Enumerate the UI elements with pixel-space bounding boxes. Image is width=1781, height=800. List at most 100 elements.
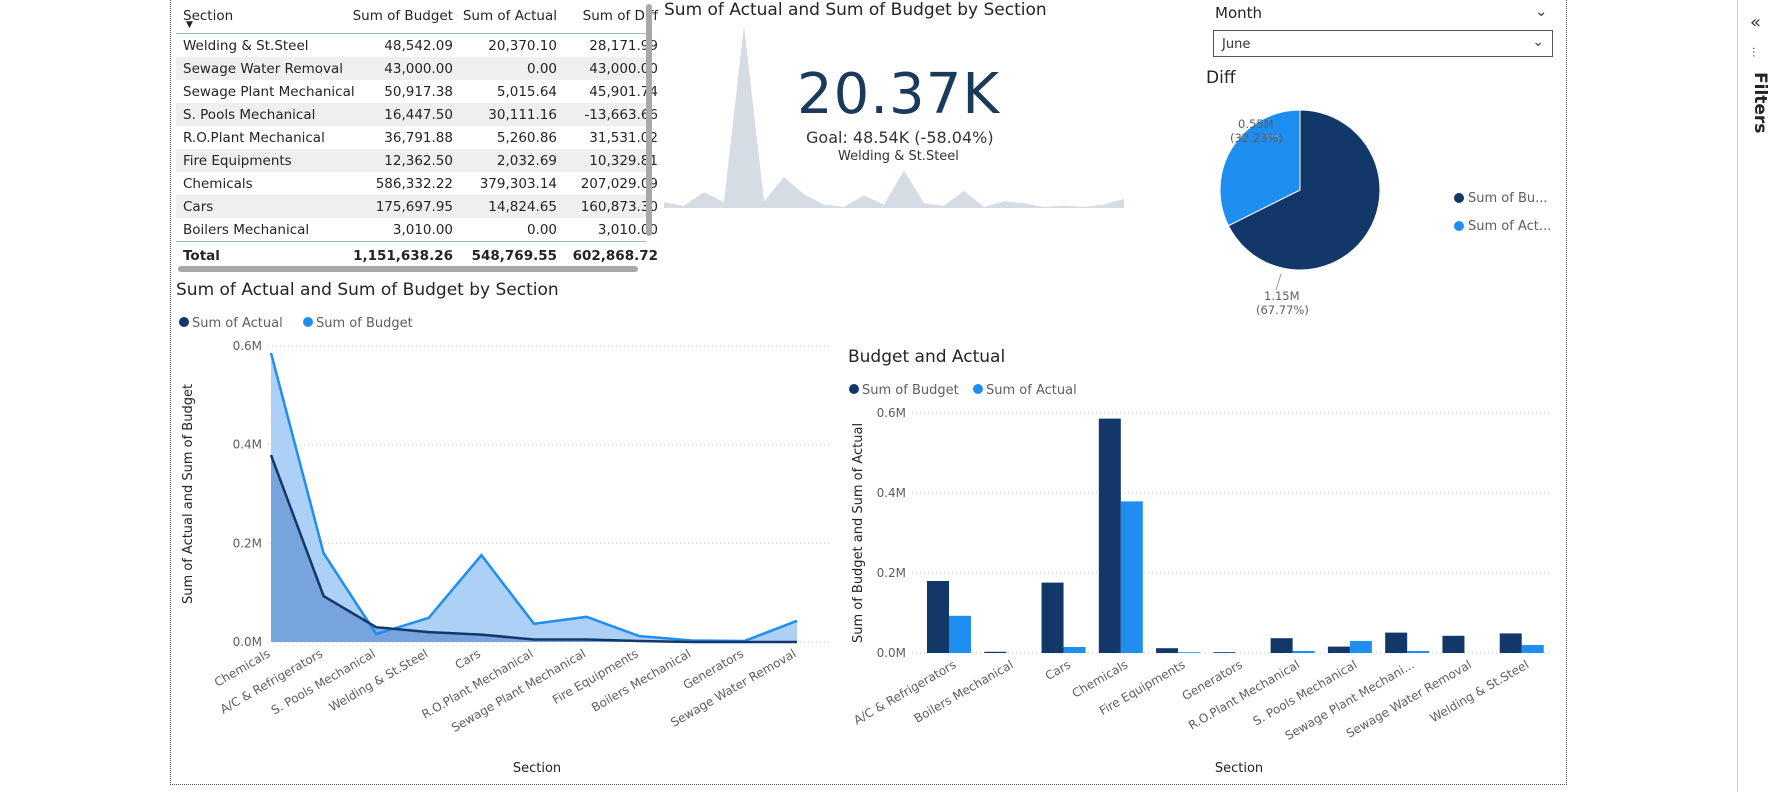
bar-chart[interactable]: Sum of Budget Sum of Actual 0.0M 0.2M 0.4M 0.… — [840, 370, 1560, 790]
budget-line — [269, 352, 798, 643]
kpi-subtitle: Welding & St.Steel — [838, 149, 959, 164]
month-slicer-title: Month — [1215, 4, 1263, 22]
bar — [1521, 645, 1544, 653]
bar-chart-title: Budget and Actual — [848, 347, 1006, 367]
pie-legend-marker — [1454, 193, 1464, 203]
x-tick-label: Welding & St.Steel — [1428, 657, 1532, 725]
cell-actual: 14,824.65 — [488, 199, 557, 215]
table-scrollbar-vertical[interactable] — [646, 4, 652, 236]
table-row[interactable]: Sewage Plant Mechanical 50,917.38 5,015.64… — [176, 80, 658, 103]
cell-actual: 5,260.86 — [496, 130, 557, 146]
dropdown-chevron-icon[interactable]: ⌄ — [1532, 34, 1544, 50]
cell-diff: 10,329.81 — [589, 153, 658, 169]
pie-slice — [1227, 109, 1381, 271]
x-tick-label: Welding & St.Steel — [327, 646, 431, 714]
budget-area — [271, 352, 797, 642]
cell-section: Sewage Plant Mechanical — [183, 84, 355, 100]
area-legend-marker — [303, 317, 313, 327]
table-header: Section ▼ Sum of Budget Sum of Actual Su… — [176, 0, 658, 34]
filter-icon[interactable]: ⫶ — [1752, 46, 1756, 61]
cell-section: Fire Equipments — [183, 153, 292, 169]
cell-diff: 207,029.09 — [580, 176, 658, 192]
table-row[interactable]: Chemicals 586,332.22 379,303.14 207,029.09 — [176, 172, 658, 195]
cell-actual: 20,370.10 — [488, 38, 557, 54]
month-dropdown[interactable]: June ⌄ — [1213, 30, 1553, 57]
actual-area — [271, 455, 797, 642]
total-actual: 548,769.55 — [471, 248, 557, 264]
bar — [1120, 501, 1143, 653]
cell-actual: 30,111.16 — [488, 107, 557, 123]
x-tick-label: A/C & Refrigerators — [851, 657, 958, 727]
total-budget: 1,151,638.26 — [353, 248, 453, 264]
cell-budget: 3,010.00 — [392, 222, 453, 238]
x-tick-label: Cars — [1043, 657, 1073, 683]
table-row[interactable]: S. Pools Mechanical 16,447.50 30,111.16 -13… — [176, 103, 658, 126]
bar — [1178, 652, 1201, 653]
bar — [984, 651, 1007, 653]
cell-budget: 12,362.50 — [384, 153, 453, 169]
cell-section: Boilers Mechanical — [183, 222, 310, 238]
bar — [1063, 647, 1086, 653]
cell-budget: 48,542.09 — [384, 38, 453, 54]
cell-actual: 0.00 — [526, 61, 557, 77]
pie-legend-label: Sum of Bu... — [1468, 191, 1548, 206]
cell-diff: 31,531.02 — [589, 130, 658, 146]
table-row[interactable]: Fire Equipments 12,362.50 2,032.69 10,329.8… — [176, 149, 658, 172]
chevron-double-left-icon[interactable]: « — [1750, 12, 1762, 33]
table-scrollbar-horizontal[interactable] — [178, 266, 638, 272]
area-y-axis-title: Sum of Actual and Sum of Budget — [181, 384, 196, 604]
kpi-title: Sum of Actual and Sum of Budget by Secti… — [664, 0, 1047, 20]
area-legend-label: Sum of Budget — [316, 316, 413, 331]
chevron-down-icon[interactable]: ⌄ — [1535, 2, 1548, 20]
section-table[interactable]: Section ▼ Sum of Budget Sum of Actual Su… — [176, 0, 658, 266]
area-chart[interactable]: Sum of Actual Sum of Budget 0.0M 0.2M 0.4M 0.… — [170, 300, 830, 800]
bar — [1349, 641, 1372, 653]
area-legend-label: Sum of Actual — [192, 316, 283, 331]
table-row[interactable]: Boilers Mechanical 3,010.00 0.00 3,010.00 — [176, 218, 658, 241]
filters-label[interactable]: Filters — [1750, 72, 1770, 134]
sort-desc-icon: ▼ — [186, 20, 193, 30]
diff-pie-chart[interactable]: 1.15M(67.77%) 0.55M(32.23%) Sum of Bu... Su… — [1206, 90, 1566, 330]
bar-legend-marker — [973, 384, 983, 394]
area-legend-marker — [179, 317, 189, 327]
y-tick-label: 0.2M — [877, 566, 906, 580]
bar-legend-label: Sum of Budget — [862, 383, 959, 398]
bar — [1292, 651, 1315, 653]
bar — [1270, 638, 1293, 653]
header-section[interactable]: Section — [183, 8, 234, 24]
filters-pane[interactable] — [1737, 0, 1781, 792]
header-diff[interactable]: Sum of Diff — [582, 8, 658, 24]
pie-data-label: 1.15M — [1264, 289, 1300, 303]
cell-diff: 3,010.00 — [597, 222, 658, 238]
cell-section: Sewage Water Removal — [183, 61, 344, 77]
bar — [1499, 633, 1522, 653]
bar-x-axis-title: Section — [1215, 761, 1263, 776]
cell-actual: 379,303.14 — [479, 176, 557, 192]
table-row[interactable]: Welding & St.Steel 48,542.09 20,370.10 28,1… — [176, 34, 658, 57]
cell-budget: 586,332.22 — [375, 176, 453, 192]
cell-actual: 2,032.69 — [496, 153, 557, 169]
bar — [1213, 652, 1236, 653]
pie-title: Diff — [1206, 68, 1236, 88]
cell-section: S. Pools Mechanical — [183, 107, 316, 123]
kpi-goal: Goal: 48.54K (-58.04%) — [806, 128, 994, 147]
cell-diff: 45,901.74 — [589, 84, 658, 100]
kpi-value: 20.37K — [797, 62, 1001, 127]
cell-actual: 5,015.64 — [496, 84, 557, 100]
header-actual[interactable]: Sum of Actual — [462, 8, 557, 24]
pie-legend-label: Sum of Act... — [1468, 219, 1551, 234]
cell-budget: 175,697.95 — [375, 199, 453, 215]
cell-diff: 28,171.99 — [589, 38, 658, 54]
cell-section: R.O.Plant Mechanical — [183, 130, 325, 146]
cell-diff: 160,873.30 — [580, 199, 658, 215]
x-tick-label: Boilers Mechanical — [589, 646, 693, 714]
area-x-axis-title: Section — [513, 761, 561, 776]
table-row[interactable]: R.O.Plant Mechanical 36,791.88 5,260.86 31,… — [176, 126, 658, 149]
table-row[interactable]: Cars 175,697.95 14,824.65 160,873.30 — [176, 195, 658, 218]
table-row[interactable]: Sewage Water Removal 43,000.00 0.00 43,000.… — [176, 57, 658, 80]
table-total-row: Total 1,151,638.26 548,769.55 602,868.72 — [176, 241, 658, 266]
table-body: Welding & St.Steel 48,542.09 20,370.10 28,1… — [176, 34, 658, 241]
y-tick-label: 0.6M — [233, 339, 262, 353]
header-budget[interactable]: Sum of Budget — [352, 8, 453, 24]
y-tick-label: 0.0M — [877, 646, 906, 660]
